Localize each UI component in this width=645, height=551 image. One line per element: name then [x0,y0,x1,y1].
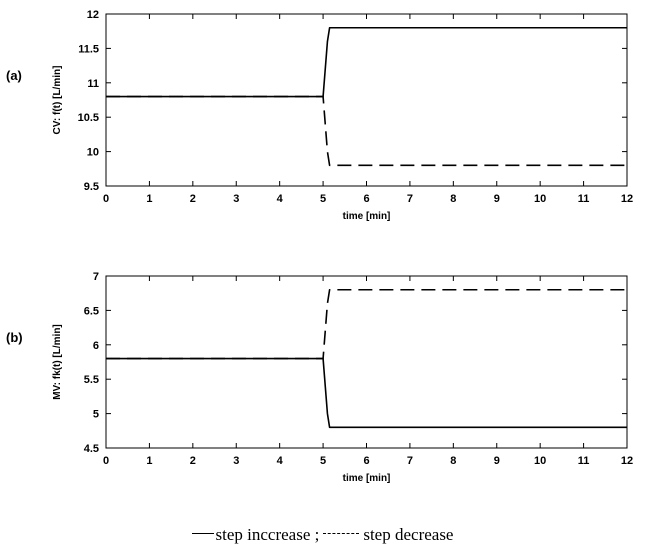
x-axis-title: time [min] [343,211,391,222]
plot-frame [106,14,627,186]
x-tick-label: 7 [407,455,413,467]
y-tick-label: 11.5 [78,43,99,55]
legend-solid-line-icon [192,533,214,534]
x-tick-label: 0 [103,455,109,467]
plot-frame [106,276,627,448]
y-tick-label: 5 [93,409,99,421]
x-tick-label: 0 [103,193,109,205]
series-line-increase [106,359,627,428]
y-tick-label: 10.5 [78,112,99,124]
x-tick-label: 5 [320,193,326,205]
y-tick-label: 6 [93,340,99,352]
y-tick-label: 10 [87,147,99,159]
x-tick-label: 2 [190,455,196,467]
y-tick-label: 7 [93,271,99,283]
x-tick-label: 10 [534,193,546,205]
x-tick-label: 6 [363,193,369,205]
y-tick-label: 5.5 [84,374,99,386]
x-tick-label: 1 [146,193,152,205]
x-tick-label: 10 [534,455,546,467]
x-tick-label: 6 [363,455,369,467]
x-tick-label: 3 [233,455,239,467]
x-tick-label: 11 [578,193,590,205]
y-tick-label: 12 [87,9,99,21]
x-tick-label: 8 [450,193,456,205]
x-tick-label: 3 [233,193,239,205]
x-tick-label: 1 [146,455,152,467]
y-tick-label: 9.5 [84,181,99,193]
series-line-increase [106,28,627,97]
y-axis-title: MV: fk(t) [L/min] [52,324,63,400]
legend-caption: step inccrease ; step decrease [0,525,645,545]
x-tick-label: 12 [621,455,633,467]
x-tick-label: 4 [277,193,284,205]
x-tick-label: 9 [494,193,500,205]
y-tick-label: 6.5 [84,305,99,317]
x-axis-title: time [min] [343,473,391,484]
panel-label: (a) [6,68,22,83]
legend-decrease-label: step decrease [363,525,453,544]
series-line-decrease [106,97,627,166]
x-tick-label: 2 [190,193,196,205]
series-line-decrease [106,290,627,359]
panel-label: (b) [6,330,23,345]
legend-increase-label: step inccrease ; [216,525,320,544]
x-tick-label: 5 [320,455,326,467]
x-tick-label: 12 [621,193,633,205]
x-tick-label: 4 [277,455,284,467]
y-tick-label: 11 [87,78,99,90]
x-tick-label: 9 [494,455,500,467]
legend-dashed-line-icon [323,533,359,534]
x-tick-label: 8 [450,455,456,467]
x-tick-label: 7 [407,193,413,205]
y-axis-title: CV: f(t) [L/min] [52,66,63,135]
x-tick-label: 11 [578,455,590,467]
y-tick-label: 4.5 [84,443,99,455]
